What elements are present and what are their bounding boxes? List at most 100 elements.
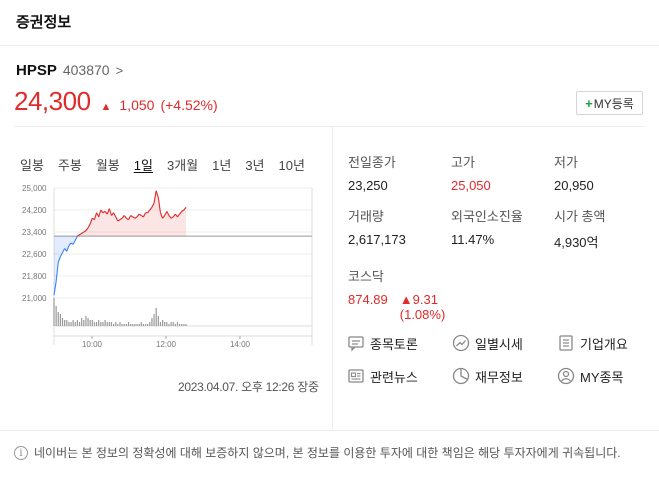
info-label: 외국인소진율 xyxy=(451,209,523,224)
news-icon xyxy=(346,366,366,386)
volume-bar xyxy=(151,318,153,326)
volume-bar xyxy=(181,324,183,326)
price-line-segment xyxy=(149,206,153,211)
price-line-segment xyxy=(166,211,170,216)
link-news[interactable]: 관련뉴스 xyxy=(346,366,418,386)
up-arrow-icon: ▲ xyxy=(100,101,112,113)
stock-header[interactable]: HPSP 403870 > xyxy=(16,62,123,79)
volume-bar xyxy=(115,322,117,326)
info-label: 거래량 xyxy=(348,209,384,224)
footer-divider xyxy=(0,430,659,431)
volume-bar xyxy=(81,318,83,326)
price-line-segment xyxy=(74,235,78,241)
y-tick-label: 22,600 xyxy=(22,250,47,259)
volume-bar xyxy=(172,322,174,326)
price-line-segment xyxy=(98,209,102,218)
info-cell-4: 외국인소진율 11.47% xyxy=(451,206,561,247)
tab-period-0[interactable]: 일봉 xyxy=(20,158,44,173)
price-line-segment xyxy=(147,209,151,214)
price-line-segment xyxy=(108,208,113,216)
volume-bar xyxy=(85,316,87,326)
volume-bar xyxy=(170,322,172,326)
y-tick-label: 21,800 xyxy=(22,272,47,281)
info-cell-3: 거래량 2,617,173 xyxy=(348,206,458,247)
price-line-segment xyxy=(121,215,125,219)
volume-bar xyxy=(108,322,110,326)
price-line-segment xyxy=(151,202,155,208)
tab-period-4[interactable]: 3개월 xyxy=(166,158,199,173)
x-tick-label: 14:00 xyxy=(230,340,251,349)
link-pie[interactable]: 재무정보 xyxy=(451,366,523,386)
up-area xyxy=(54,190,186,237)
volume-bar xyxy=(119,322,121,326)
price-line-segment xyxy=(79,232,82,236)
tab-period-7[interactable]: 10년 xyxy=(278,158,305,173)
volume-bar xyxy=(117,324,119,326)
price-line-segment xyxy=(57,256,61,263)
price-line-segment xyxy=(68,242,72,247)
volume-bar xyxy=(55,306,57,326)
stock-code[interactable]: 403870 xyxy=(62,62,110,78)
volume-bar xyxy=(174,324,176,326)
info-label: 저가 xyxy=(554,155,578,170)
kosdaq-label: 코스닥 xyxy=(348,269,384,284)
price-line-segment xyxy=(117,219,121,222)
link-trend[interactable]: 일별시세 xyxy=(451,333,523,353)
list-icon xyxy=(556,333,576,353)
info-label: 고가 xyxy=(451,155,475,170)
price-change-percent: (+4.52%) xyxy=(160,97,218,113)
tab-period-1[interactable]: 주봉 xyxy=(57,158,82,173)
volume-bar xyxy=(70,322,72,326)
volume-bar xyxy=(179,324,181,326)
price-line-segment xyxy=(115,216,119,222)
price-line-segment xyxy=(123,215,127,219)
price-line-segment xyxy=(157,197,161,213)
volume-bar xyxy=(153,314,155,326)
tab-period-5[interactable]: 1년 xyxy=(212,158,232,173)
price-line-segment xyxy=(102,210,106,214)
volume-bar xyxy=(130,324,132,326)
price-line-segment xyxy=(93,212,98,220)
chevron-right-icon[interactable]: > xyxy=(115,63,124,78)
link-user[interactable]: MY종목 xyxy=(556,366,623,386)
volume-bar xyxy=(74,322,76,326)
price-line-segment xyxy=(128,215,132,220)
info-cell-1: 고가 25,050 xyxy=(451,152,561,193)
price-line-segment xyxy=(130,215,134,218)
link-label: 일별시세 xyxy=(475,336,523,352)
price-line-segment xyxy=(106,208,110,215)
price-line-segment xyxy=(81,231,85,234)
stock-name[interactable]: HPSP xyxy=(16,62,57,79)
volume-bar xyxy=(168,324,170,326)
price-line-segment xyxy=(83,230,87,233)
link-label: 종목토론 xyxy=(370,336,418,352)
my-register-button[interactable]: + MY등록 xyxy=(576,91,643,115)
tab-period-2[interactable]: 월봉 xyxy=(95,158,120,173)
tab-period-6[interactable]: 3년 xyxy=(245,158,265,173)
intraday-chart: 25,000 24,200 23,400 22,600 21,800 21,000 10:0… xyxy=(22,184,313,349)
link-list[interactable]: 기업개요 xyxy=(556,333,628,353)
price-line-segment xyxy=(172,213,176,218)
volume-bar xyxy=(102,322,104,326)
pie-icon xyxy=(451,366,471,386)
user-icon xyxy=(556,366,576,386)
price-line-segment xyxy=(168,215,172,219)
link-chat[interactable]: 종목토론 xyxy=(346,333,418,353)
kosdaq-value: 874.89 xyxy=(348,292,388,307)
current-price: 24,300 xyxy=(14,86,91,116)
timestamp: 2023.04.07. 오후 12:26 장중 xyxy=(178,380,319,394)
volume-bar xyxy=(98,320,100,326)
volume-bar xyxy=(87,318,89,326)
info-label: 전일종가 xyxy=(348,155,396,170)
tab-period-3[interactable]: 1일 xyxy=(133,158,153,173)
price-line-segment xyxy=(162,215,166,219)
price-line-segment xyxy=(72,239,76,245)
volume-bar xyxy=(136,324,138,326)
x-tick-label: 10:00 xyxy=(82,340,103,349)
volume-bar xyxy=(57,312,59,326)
info-label: 시가 총액 xyxy=(554,209,606,224)
price-line-segment xyxy=(113,212,117,218)
link-label: 관련뉴스 xyxy=(370,369,418,385)
price-line-segment xyxy=(77,234,80,237)
info-value: 20,950 xyxy=(554,178,594,193)
